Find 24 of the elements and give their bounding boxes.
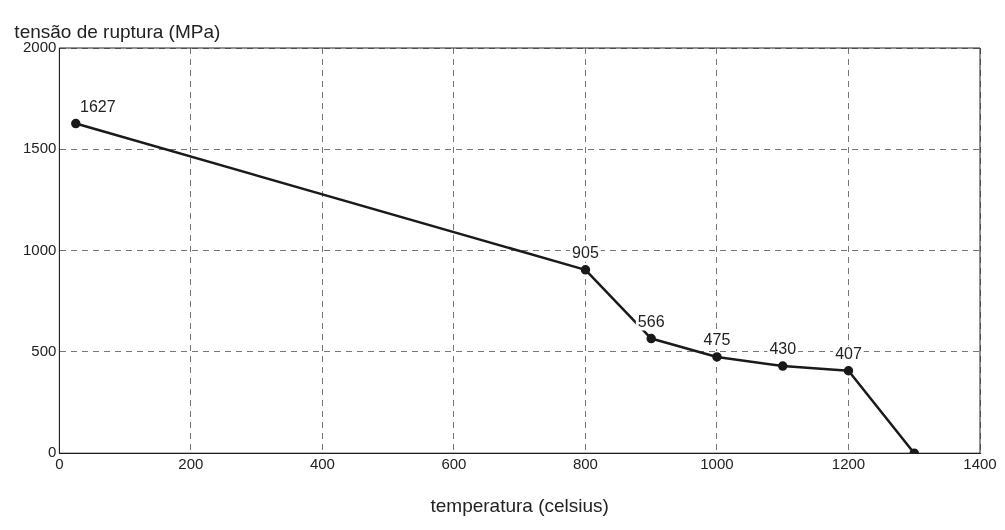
data-label: 430 [769,340,797,358]
point [646,333,656,344]
data-label: 475 [703,331,731,349]
data-label: 905 [572,244,599,262]
x-axis-title: temperatura (celsius) [430,494,609,516]
x-tick-label: 1400 [963,455,997,473]
point [777,361,788,371]
x-tick-label: 600 [441,455,467,473]
point [712,352,722,362]
x-tick-label: 1000 [700,455,734,473]
y-tick-label: 1500 [22,139,57,157]
point [71,118,81,129]
data-label: 566 [637,312,665,330]
y-tick-label: 1000 [22,240,57,258]
x-tick-label: 200 [178,455,204,473]
point [843,365,854,376]
data-label: 1627 [80,97,116,115]
data-label: 407 [835,345,862,363]
x-tick-label: 800 [572,455,598,473]
y-tick-label: 500 [31,342,57,360]
y-tick-label: 0 [48,443,57,461]
x-tick-label: 1200 [831,455,866,473]
point [580,265,591,275]
x-tick-label: 400 [309,455,335,473]
